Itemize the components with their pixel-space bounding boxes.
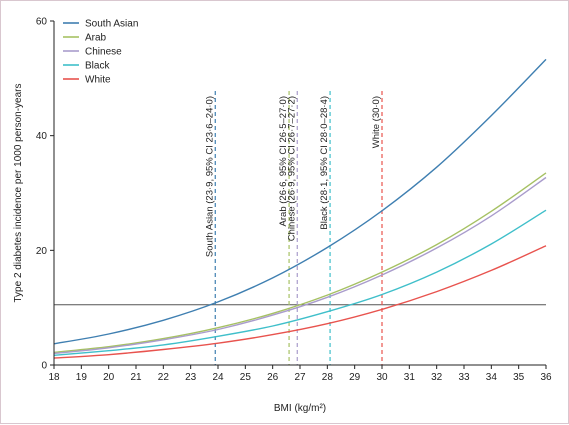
x-tick-label: 20 — [103, 372, 115, 383]
series-line-chinese — [53, 176, 547, 355]
x-tick-label: 29 — [349, 372, 361, 383]
x-tick-label: 23 — [185, 372, 197, 383]
x-tick-label: 35 — [513, 372, 525, 383]
y-tick-label: 40 — [36, 131, 48, 142]
threshold-label: South Asian (23·9, 95% CI 23·6–24·0) — [204, 96, 215, 257]
threshold-lines — [214, 91, 383, 365]
threshold-label: Chinese (26·9, 95% CI 26·7–27·2) — [286, 96, 297, 241]
legend-label: Arab — [85, 33, 107, 44]
series-layer — [53, 58, 547, 359]
y-axis-title: Type 2 diabetes incidence per 1000 perso… — [13, 83, 24, 302]
x-tick-label: 19 — [76, 372, 88, 383]
x-axis-title: BMI (kg/m²) — [274, 403, 326, 414]
axes: 18 19 20 21 22 23 24 25 26 27 28 29 30 31 32 33 34 35 36 0 2… — [36, 17, 552, 384]
threshold-label: Black (28·1, 95% CI 28·0–28·4) — [319, 96, 330, 230]
legend-label: Chinese — [85, 47, 122, 58]
x-tick-label: 22 — [158, 372, 170, 383]
x-tick-label: 33 — [458, 372, 470, 383]
legend: South Asian Arab Chinese Black White — [63, 19, 138, 86]
series-line-black — [53, 209, 547, 356]
x-tick-label: 34 — [486, 372, 498, 383]
x-tick-label: 28 — [322, 372, 334, 383]
threshold-label: White (30·0) — [371, 96, 382, 148]
y-tick-label: 20 — [36, 246, 48, 257]
x-tick-label: 21 — [130, 372, 142, 383]
y-tick-label: 60 — [36, 17, 48, 28]
x-tick-label: 31 — [404, 372, 416, 383]
threshold-label: Arab (26·6, 95% CI 26·5–27·0) — [278, 96, 289, 226]
x-tick-label: 25 — [240, 372, 252, 383]
x-tick-label: 30 — [376, 372, 388, 383]
legend-label: South Asian — [85, 19, 138, 30]
series-line-white — [53, 245, 547, 359]
annotations: South Asian (23·9, 95% CI 23·6–24·0) Arab… — [204, 96, 382, 257]
x-tick-label: 32 — [431, 372, 443, 383]
series-line-south-asian — [53, 58, 547, 345]
x-tick-label: 26 — [267, 372, 279, 383]
x-tick-label: 36 — [540, 372, 552, 383]
y-tick-label: 0 — [41, 361, 47, 372]
legend-label: Black — [85, 61, 110, 72]
legend-label: White — [85, 75, 111, 86]
x-tick-label: 24 — [212, 372, 224, 383]
series-line-arab — [53, 172, 547, 354]
x-tick-label: 27 — [294, 372, 306, 383]
x-tick-label: 18 — [48, 372, 60, 383]
